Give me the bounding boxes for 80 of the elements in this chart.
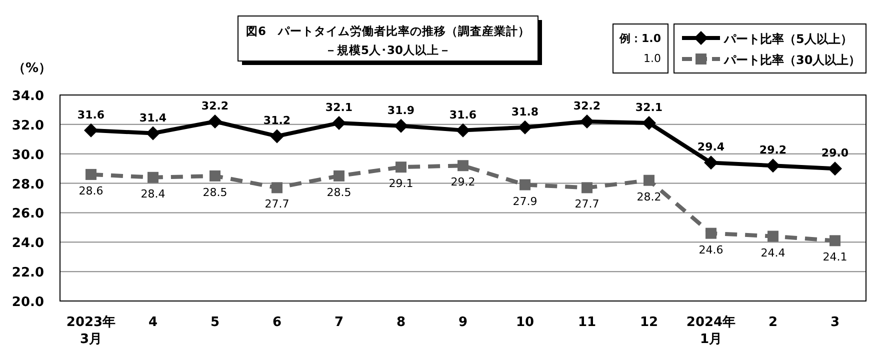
point: [644, 174, 654, 186]
x-tick-label: 4: [148, 315, 158, 330]
data-label: 29.2: [450, 176, 476, 189]
point: [270, 129, 284, 144]
point: [148, 172, 158, 183]
point: [210, 170, 220, 182]
data-label: 29.4: [697, 140, 725, 154]
data-label: 29.1: [388, 177, 414, 190]
y-tick-label: 26.0: [12, 206, 44, 222]
point: [86, 168, 96, 180]
data-label: 24.1: [822, 250, 848, 264]
data-label: 27.9: [512, 194, 538, 208]
data-label: 24.4: [760, 246, 786, 260]
y-tick-label: 28.0: [12, 177, 44, 192]
y-tick-label: 24.0: [12, 236, 44, 252]
point: [518, 120, 532, 134]
x-tick-label: 2024年 1月: [686, 315, 736, 347]
chart-title: 図6 パートタイム労働者比率の推移（調査産業計）: [246, 24, 530, 38]
data-label: 31.8: [511, 105, 539, 118]
y-tick-label: 20.0: [12, 295, 44, 310]
y-tick-label: 34.0: [12, 89, 44, 104]
point: [766, 158, 780, 173]
data-label: 31.4: [139, 111, 167, 124]
data-label: 28.4: [140, 187, 166, 200]
x-tick-label: 2023年 3月: [66, 315, 116, 347]
point: [830, 235, 840, 246]
data-label: 32.1: [325, 100, 353, 114]
data-label: 24.6: [698, 243, 724, 256]
data-label: 28.5: [202, 186, 228, 199]
point: [768, 230, 778, 242]
legend-label: パート比率（30人以上）: [723, 53, 861, 67]
y-tick-label: 22.0: [12, 266, 44, 281]
x-tick-label: 10: [516, 315, 534, 330]
x-tick-label: 9: [458, 315, 468, 330]
point: [396, 162, 406, 173]
data-label: 28.2: [636, 190, 662, 204]
y-tick-label: 32.0: [12, 118, 44, 134]
x-tick-label: 7: [334, 315, 344, 330]
data-label: 27.7: [574, 198, 600, 211]
x-tick-label: 6: [272, 315, 282, 330]
point: [580, 114, 594, 128]
point: [642, 116, 656, 130]
point: [394, 118, 408, 133]
x-tick-label: 3: [830, 315, 840, 330]
x-tick-label: 2: [768, 315, 778, 330]
title: 図6 パートタイム労働者比率の推移（調査産業計） －規模5人･30人以上－: [238, 16, 542, 65]
point: [704, 156, 718, 170]
point: [520, 179, 530, 190]
point: [828, 162, 842, 176]
point: [458, 160, 468, 172]
legend-label: パート比率（5人以上）: [723, 32, 852, 46]
x-tick-label: 12: [640, 315, 658, 330]
data-label: 31.9: [387, 104, 415, 117]
y-tick-label: 30.0: [12, 148, 44, 163]
y-axis-title: （%）: [12, 61, 52, 76]
data-label: 31.6: [449, 108, 477, 122]
point: [706, 228, 716, 239]
data-label: 32.1: [635, 100, 663, 114]
data-label: 31.2: [263, 114, 291, 128]
chart-subtitle: －規模5人･30人以上－: [324, 43, 452, 57]
data-label: 29.2: [759, 144, 787, 157]
point: [146, 126, 160, 140]
point: [332, 116, 346, 130]
data-label: 28.5: [326, 186, 352, 199]
annotations: 例：1.0 1.0: [612, 24, 668, 74]
x-tick-label: 8: [396, 315, 406, 330]
data-label: 31.6: [77, 108, 105, 122]
point: [84, 123, 98, 138]
data-label: 32.2: [573, 99, 601, 112]
data-label: 27.7: [264, 198, 290, 211]
point: [272, 182, 282, 194]
data-label: 29.0: [821, 146, 849, 160]
point: [582, 182, 592, 194]
data-label: 32.2: [201, 99, 229, 112]
point: [456, 123, 470, 138]
data-label: 28.6: [78, 184, 104, 198]
point: [334, 170, 344, 182]
x-tick-label: 11: [578, 315, 596, 330]
point: [208, 114, 222, 128]
x-tick-label: 5: [210, 315, 220, 330]
